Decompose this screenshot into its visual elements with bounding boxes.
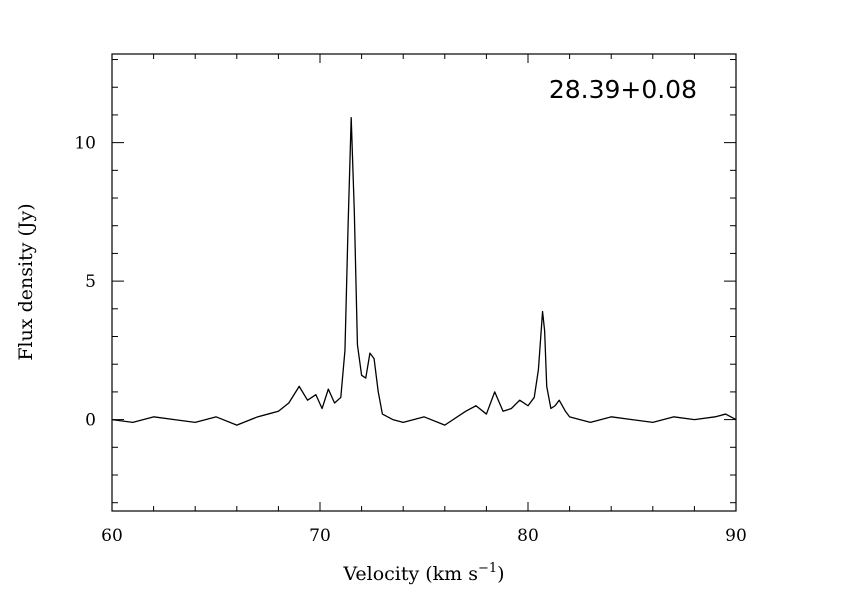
plot-frame — [111, 53, 737, 512]
x-tick-labels: 60 70 80 90 — [101, 526, 747, 546]
x-axis-label-exponent: −1 — [478, 561, 497, 576]
spectrum-line — [111, 117, 737, 426]
x-tick-label: 60 — [101, 526, 123, 546]
x-tick-label: 80 — [517, 526, 539, 546]
y-tick-label: 0 — [85, 411, 96, 431]
y-tick-label: 10 — [74, 134, 96, 154]
x-tick-label: 90 — [725, 526, 747, 546]
y-tick-label: 5 — [85, 272, 96, 292]
axis-ticks — [111, 54, 737, 511]
y-axis-label: Flux density (Jy) — [15, 203, 37, 360]
x-tick-label: 70 — [309, 526, 331, 546]
x-axis-label-close: ) — [497, 563, 504, 585]
x-axis-label-main: Velocity (km s — [342, 563, 478, 585]
x-axis-label: Velocity (km s−1) — [342, 561, 504, 585]
y-tick-labels: 0 5 10 — [74, 134, 96, 431]
source-annotation: 28.39+0.08 — [549, 75, 697, 104]
